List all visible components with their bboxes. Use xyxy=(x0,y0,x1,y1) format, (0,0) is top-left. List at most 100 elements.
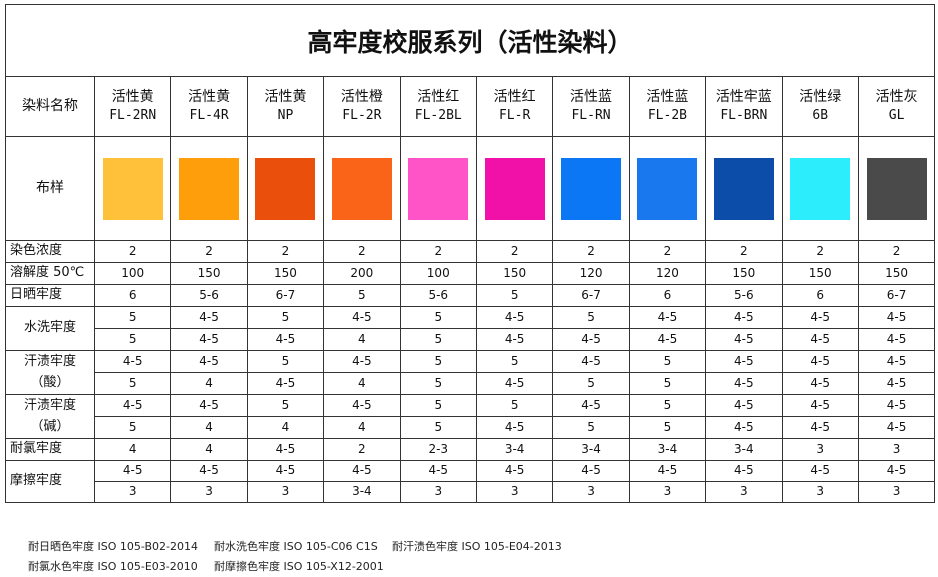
dye-code: FL-2R xyxy=(342,107,382,123)
value-cell: 150 xyxy=(857,262,936,285)
swatch-cell xyxy=(323,136,401,241)
value-cell: 6-7 xyxy=(857,284,936,307)
dye-name: 活性黄 xyxy=(188,89,231,106)
value-cell: 5 xyxy=(399,328,477,351)
fastness-group-row: 水洗牢度 5 4-5 5 4-5 5 4-5 5 4-5 4-5 4-5 4-5 xyxy=(5,306,936,351)
group-label-main: 水洗牢度 xyxy=(23,320,76,336)
swatch-cell xyxy=(857,136,936,241)
value-cell: 2 xyxy=(170,240,248,263)
value-cell: 4-5 xyxy=(552,350,630,373)
value-cell: 4-5 xyxy=(170,350,248,373)
value-cell: 4-5 xyxy=(705,460,783,482)
dye-name: 活性绿 xyxy=(799,89,842,106)
value-cell: 6 xyxy=(628,284,707,307)
value-cell: 150 xyxy=(781,262,859,285)
color-swatch xyxy=(637,157,698,220)
fastness-group-row: 5 4-5 4-5 4 5 4-5 4-5 4-5 4-5 4-5 4-5 xyxy=(6,328,936,351)
value-cell: 4-5 xyxy=(857,460,936,482)
value-cell: 4-5 xyxy=(781,416,859,439)
swatch-cell xyxy=(93,136,172,241)
value-cell: 6-7 xyxy=(246,284,325,307)
dye-code: 6B xyxy=(812,107,829,123)
fastness-group-row: 汗渍牢度 （酸） 4-5 4-5 5 4-5 5 5 4-5 5 4-5 4-5 4-5 xyxy=(5,350,936,395)
value-cell: 6 xyxy=(93,284,172,307)
value-cell: 3-4 xyxy=(475,438,554,461)
value-cell: 3 xyxy=(552,481,630,503)
color-swatch xyxy=(484,157,545,220)
value-cell: 4-5 xyxy=(246,328,325,351)
value-cell: 2 xyxy=(246,240,325,263)
value-cell: 3 xyxy=(781,438,859,461)
value-cell: 2 xyxy=(323,240,401,263)
dye-code: FL-R xyxy=(498,107,531,123)
dye-code: FL-4R xyxy=(189,107,229,123)
value-cell: 6-7 xyxy=(552,284,630,307)
swatch-cell xyxy=(170,136,248,241)
value-cell: 2 xyxy=(705,240,783,263)
value-cell: 5 xyxy=(246,350,325,373)
color-swatch xyxy=(408,157,469,220)
dye-header-cell: 活性灰 GL xyxy=(857,76,936,137)
value-cell: 5 xyxy=(93,306,172,329)
value-cell: 100 xyxy=(93,262,172,285)
color-swatch xyxy=(866,157,927,220)
dye-header-cell: 活性黄 FL-4R xyxy=(170,76,248,137)
value-cell: 2 xyxy=(475,240,554,263)
value-cell: 5 xyxy=(628,350,707,373)
dye-header-cell: 活性牢蓝 FL-BRN xyxy=(705,76,783,137)
value-cell: 5 xyxy=(628,394,707,417)
value-cell: 3-4 xyxy=(705,438,783,461)
fastness-group-row: 5 4 4-5 4 5 4-5 5 5 4-5 4-5 4-5 xyxy=(6,372,936,395)
value-cell: 4-5 xyxy=(323,350,401,373)
value-cell: 3 xyxy=(628,481,707,503)
swatch-cell xyxy=(475,136,554,241)
value-cell: 4-5 xyxy=(323,460,401,482)
standard-rubbing: 耐摩擦色牢度 ISO 105-X12-2001 xyxy=(214,560,384,573)
value-cell: 4-5 xyxy=(781,460,859,482)
value-cell: 3 xyxy=(246,481,325,503)
value-cell: 120 xyxy=(552,262,630,285)
value-cell: 5 xyxy=(552,372,630,395)
value-cell: 4-5 xyxy=(552,460,630,482)
value-cell: 4-5 xyxy=(475,416,554,439)
value-cell: 4 xyxy=(170,372,248,395)
value-cell: 4 xyxy=(93,438,172,461)
value-cell: 150 xyxy=(170,262,248,285)
value-cell: 5 xyxy=(399,394,477,417)
value-cell: 5 xyxy=(628,416,707,439)
value-cell: 5 xyxy=(552,416,630,439)
group-label-main: 汗渍牢度 xyxy=(23,354,76,370)
value-cell: 4-5 xyxy=(705,350,783,373)
value-cell: 120 xyxy=(628,262,707,285)
dye-name: 活性灰 xyxy=(875,89,918,106)
value-cell: 5-6 xyxy=(399,284,477,307)
row-label: 日晒牢度 xyxy=(5,284,95,307)
value-cell: 4-5 xyxy=(857,416,936,439)
value-cell: 2 xyxy=(628,240,707,263)
value-cell: 3-4 xyxy=(628,438,707,461)
dye-header-cell: 活性绿 6B xyxy=(781,76,859,137)
dye-code: NP xyxy=(277,107,294,123)
value-cell: 4-5 xyxy=(399,460,477,482)
dye-header-cell: 活性黄 NP xyxy=(246,76,325,137)
solubility-row: 溶解度 50℃ 100 150 150 200 100 150 120 120 150 150 150 xyxy=(5,262,936,285)
standard-light: 耐日晒色牢度 ISO 105-B02-2014 xyxy=(28,540,198,553)
dye-name: 活性牢蓝 xyxy=(715,89,772,106)
value-cell: 2 xyxy=(93,240,172,263)
value-cell: 2-3 xyxy=(399,438,477,461)
value-cell: 4-5 xyxy=(628,328,707,351)
swatch-label: 布样 xyxy=(5,136,95,241)
swatch-row: 布样 xyxy=(5,136,936,241)
value-cell: 4 xyxy=(246,416,325,439)
value-cell: 200 xyxy=(323,262,401,285)
value-cell: 4-5 xyxy=(781,306,859,329)
value-cell: 3 xyxy=(170,481,248,503)
value-cell: 4-5 xyxy=(170,394,248,417)
value-cell: 150 xyxy=(475,262,554,285)
value-cell: 3 xyxy=(399,481,477,503)
value-cell: 4-5 xyxy=(552,394,630,417)
value-cell: 5 xyxy=(475,350,554,373)
value-cell: 4-5 xyxy=(857,394,936,417)
value-cell: 4-5 xyxy=(246,372,325,395)
value-cell: 4 xyxy=(170,416,248,439)
